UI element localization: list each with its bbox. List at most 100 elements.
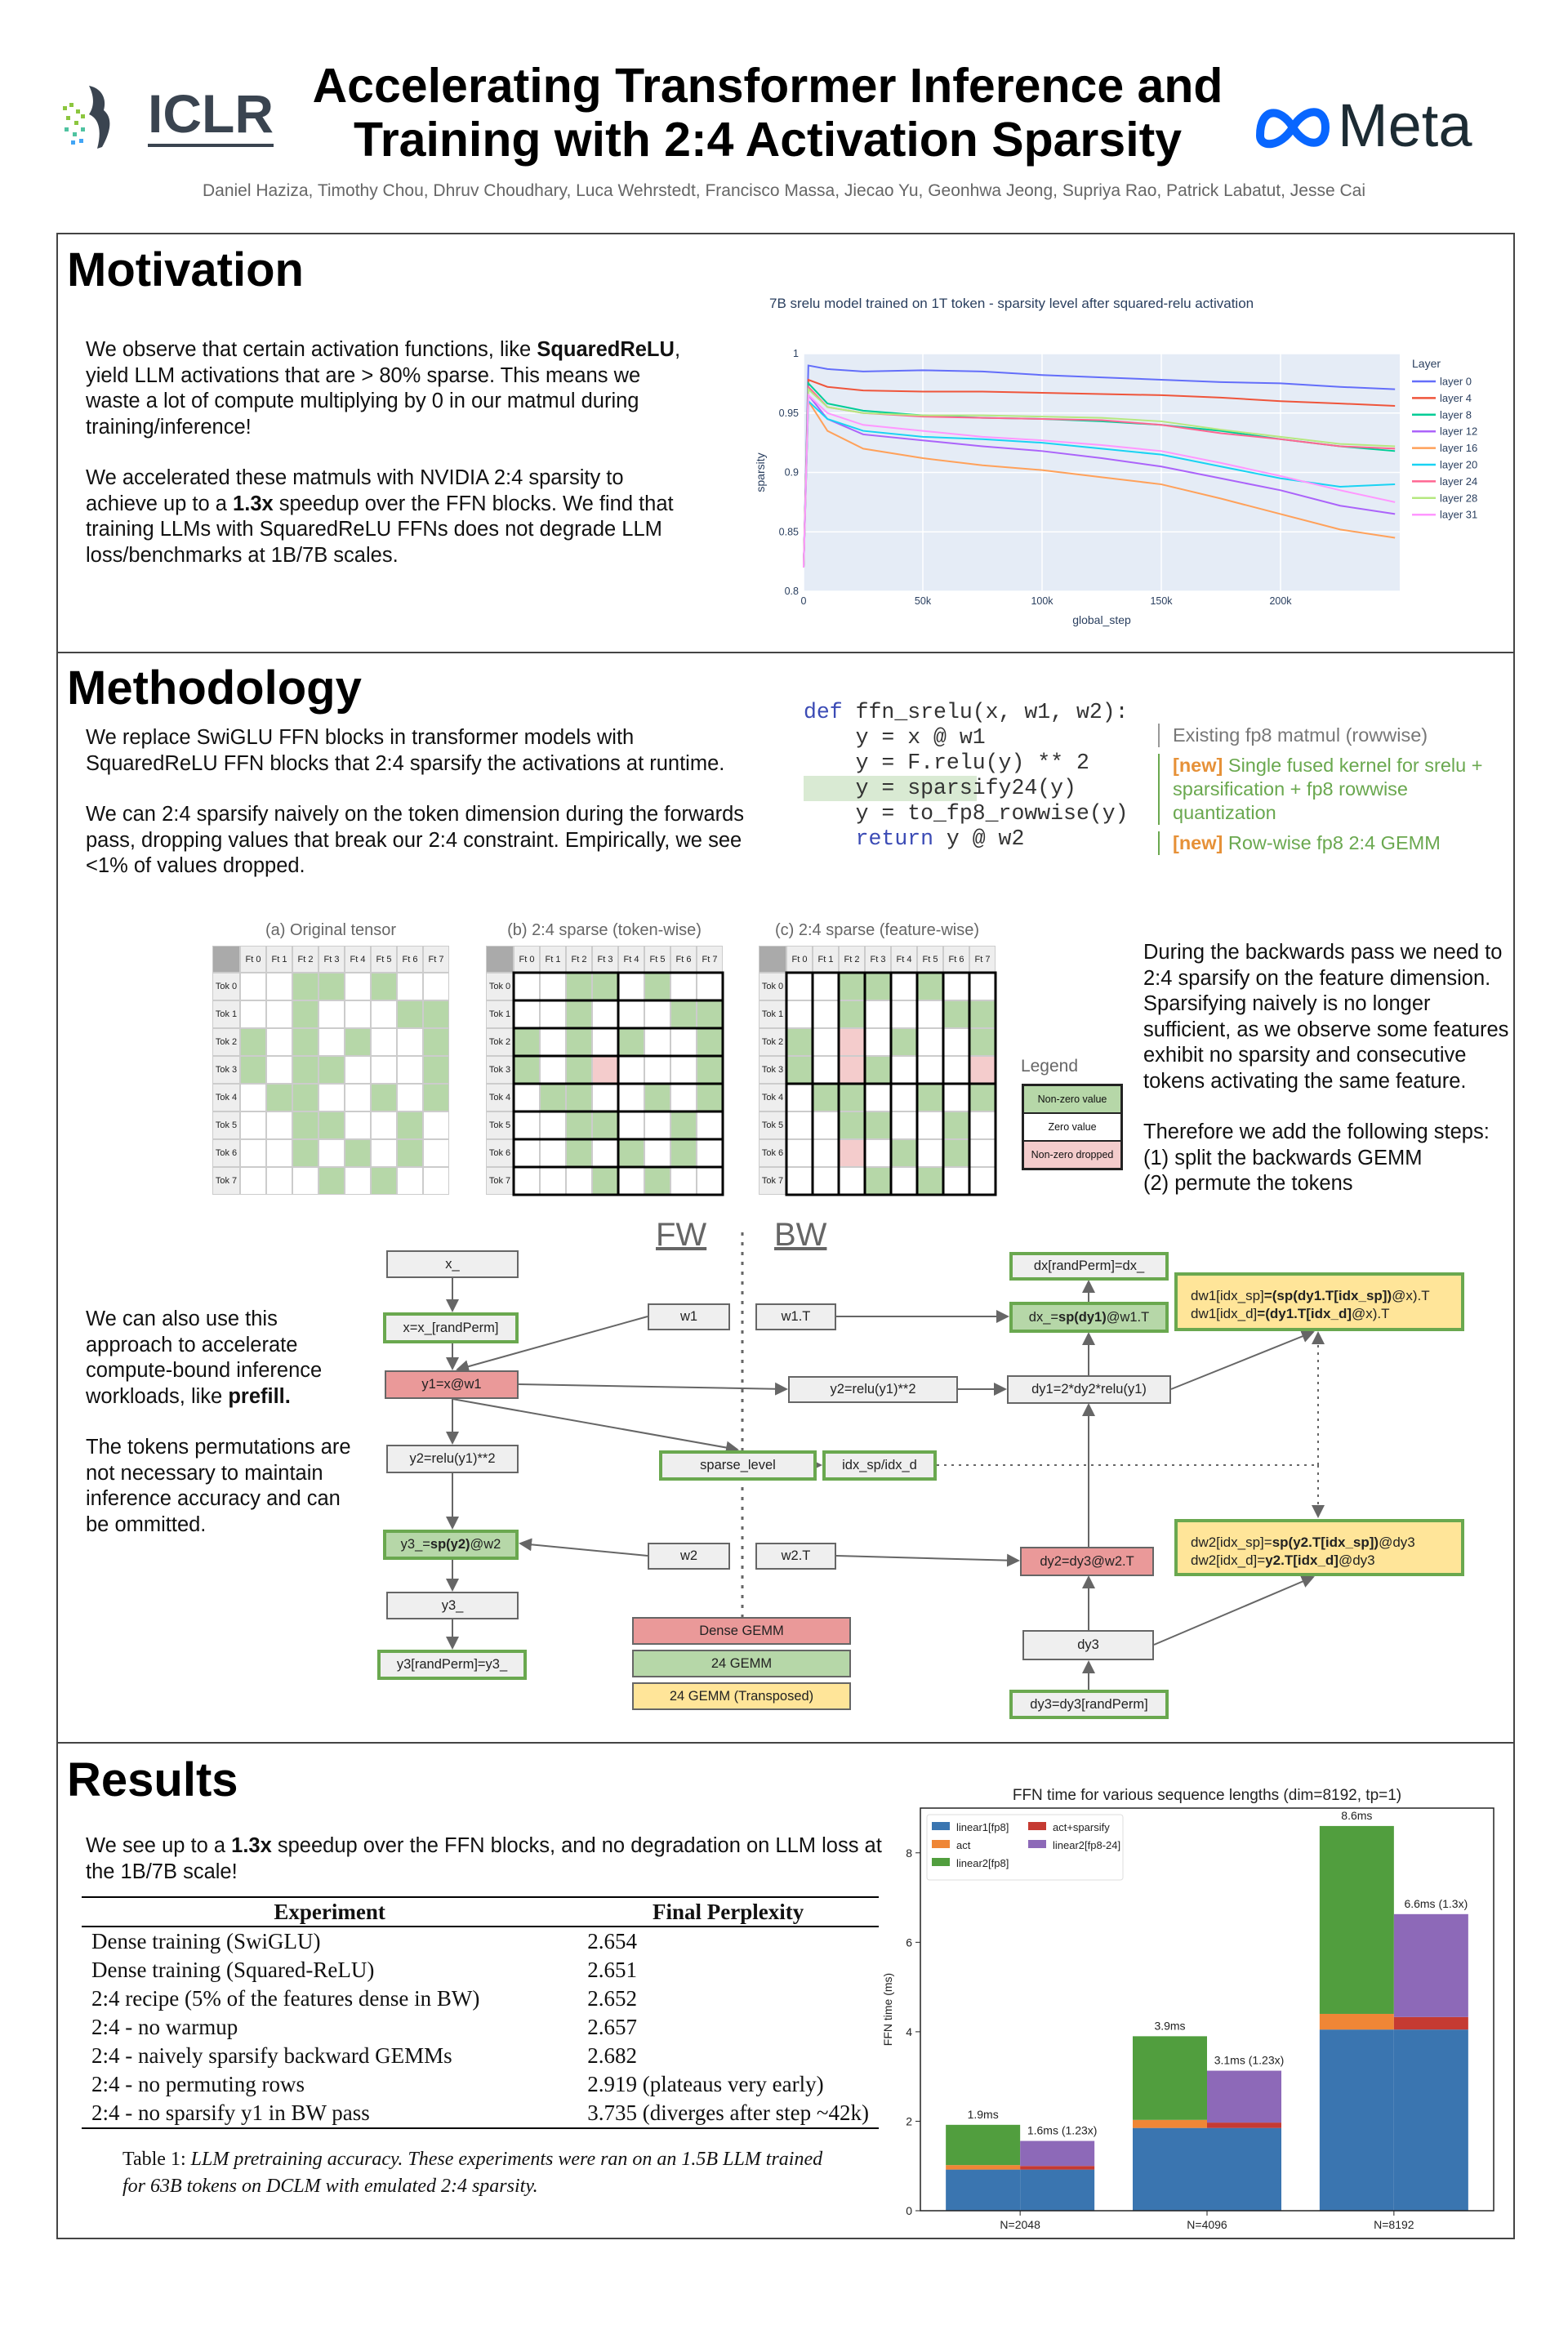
tensor-grid: Ft 0 Ft 1 Ft 2 Ft 3 Ft 4 Ft 5 Ft 6 Ft 7 Tok 0 Tok…: [486, 946, 724, 1196]
experiment-cell: 2:4 - no warmup: [91, 2015, 238, 2039]
perplexity-cell: 2.657: [587, 2015, 637, 2039]
row-label: Tok 6: [212, 1139, 240, 1167]
grid-cell: [292, 1167, 318, 1195]
legend-label: layer 28: [1440, 492, 1477, 504]
bar-segment-act: [1133, 2119, 1207, 2128]
perplexity-cell: 3.735 (diverges after step ~42k): [587, 2100, 869, 2125]
grid-cell: [813, 1000, 839, 1028]
row-label: Tok 1: [212, 1000, 240, 1028]
row-label: Tok 5: [212, 1111, 240, 1139]
grid-cell: [240, 1056, 266, 1084]
node-y3: y3_: [386, 1592, 519, 1619]
text-segment: @w2: [470, 1537, 501, 1552]
methodology-paragraph-1: We replace SwiGLU FFN blocks in transfor…: [86, 726, 725, 775]
grid-cell: [266, 1028, 292, 1056]
y-tick-label: 0.85: [779, 526, 799, 537]
grid-cell: [397, 1111, 423, 1139]
y-tick-label: 1: [793, 348, 799, 359]
grid-cell: [318, 1028, 345, 1056]
text-segment: y3_=: [400, 1537, 430, 1552]
column-label: Ft 7: [423, 946, 449, 973]
legend-label: layer 0: [1440, 376, 1472, 388]
author-list: Daniel Haziza, Timothy Chou, Dhruv Choud…: [202, 181, 1366, 200]
column-label: Ft 6: [943, 946, 969, 973]
text-segment: speedup over the FFN blocks. We find tha…: [86, 492, 674, 567]
grid-cell: [540, 1056, 566, 1084]
grid-cell: [423, 1111, 449, 1139]
grid-cell: [292, 973, 318, 1000]
grid-cell: [670, 973, 697, 1000]
text-segment: @w1.T: [1106, 1309, 1150, 1325]
grid-cell: [943, 1028, 969, 1056]
grid-cell: [786, 973, 813, 1000]
node-sparse-level: sparse_level: [659, 1450, 817, 1481]
series-line-layer-28: [803, 387, 1396, 568]
grid-cell: [397, 1167, 423, 1195]
grid-cell: [397, 973, 423, 1000]
annotation-text: Single fused kernel for srelu + sparsifi…: [1173, 755, 1483, 823]
node-dy2: dy2=dy3@w2.T: [1020, 1547, 1154, 1576]
motivation-paragraph-1: We observe that certain activation funct…: [86, 337, 694, 440]
grid-cell: [397, 1056, 423, 1084]
arrow: [1170, 1330, 1315, 1390]
legend-title: Layer: [1412, 357, 1441, 370]
grid-cell: [917, 1056, 943, 1084]
column-label: Ft 7: [969, 946, 996, 973]
grid-cell: [292, 1111, 318, 1139]
node-w2t: w2.T: [755, 1543, 836, 1570]
section-divider: [56, 1742, 1515, 1744]
table-row: 2:4 - naively sparsify backward GEMMs 2.6…: [82, 2042, 879, 2070]
text-bold: 1.3x: [233, 492, 274, 515]
grid-cell: [786, 1000, 813, 1028]
column-label: Ft 3: [318, 946, 345, 973]
experiment-cell: Dense training (SwiGLU): [91, 1929, 321, 1953]
bar-segment-act+sparsify: [1393, 2016, 1468, 2030]
row-label: Tok 7: [212, 1167, 240, 1195]
table-row: 2:4 recipe (5% of the features dense in …: [82, 1984, 879, 2013]
grid-cell: [397, 1028, 423, 1056]
grid-cell: [839, 1000, 865, 1028]
grid-cell: [240, 1111, 266, 1139]
text-bold: sp(dy1): [1058, 1309, 1107, 1325]
text-segment: We can also use this approach to acceler…: [86, 1307, 323, 1408]
grid-cell: [697, 1028, 723, 1056]
node-dw2: dw2[idx_sp]=sp(y2.T[idx_sp])@dy3 dw2[idx…: [1174, 1519, 1464, 1576]
grid-corner: [486, 946, 514, 973]
grid-cell: [943, 1111, 969, 1139]
grid-cell: [318, 1056, 345, 1084]
node-dy3-permute: dy3=dy3[randPerm]: [1009, 1690, 1169, 1719]
y-tick-label: 6: [906, 1936, 912, 1949]
perplexity-cell: 2.651: [587, 1958, 637, 1982]
bar-segment-act: [1319, 2013, 1394, 2030]
grid-cell: [292, 1028, 318, 1056]
text-segment: @dy3: [1338, 1552, 1375, 1568]
grid-cell: [292, 1139, 318, 1167]
bar-segment-linear1[fp8]: [1020, 2169, 1095, 2211]
chart-title: 7B srelu model trained on 1T token - spa…: [769, 296, 1254, 311]
grid-cell: [345, 1028, 371, 1056]
table-row: 2:4 - no warmup 2.657: [82, 2013, 879, 2042]
bar-segment-linear2[fp8-24]: [1207, 2070, 1281, 2123]
meta-logo: Meta: [1252, 93, 1513, 162]
grid-cell: [318, 1139, 345, 1167]
bar-segment-act+sparsify: [1207, 2123, 1281, 2128]
grid-cell: [566, 1028, 592, 1056]
experiment-cell: 2:4 - no sparsify y1 in BW pass: [91, 2100, 370, 2125]
grid-cell: [240, 973, 266, 1000]
motivation-paragraph-2: We accelerated these matmuls with NVIDIA…: [86, 466, 694, 568]
bar-segment-linear1[fp8]: [1393, 2029, 1468, 2211]
text-bold: prefill.: [228, 1384, 291, 1408]
x-tick-label: 50k: [915, 595, 932, 607]
node-w1t: w1.T: [755, 1303, 836, 1330]
grid-cell: [345, 1167, 371, 1195]
grid-cell: [917, 1111, 943, 1139]
grid-cell: [423, 1056, 449, 1084]
grid-cell: [423, 973, 449, 1000]
y-tick-label: 0.95: [779, 408, 799, 419]
column-label: Ft 1: [540, 946, 566, 973]
grid-cell: [644, 1111, 670, 1139]
y-axis-label: FFN time (ms): [881, 1973, 894, 2046]
series-line-layer-0: [803, 364, 1396, 568]
results-table: Experiment Final Perplexity Dense traini…: [82, 1898, 879, 2127]
column-label: Ft 0: [240, 946, 266, 973]
